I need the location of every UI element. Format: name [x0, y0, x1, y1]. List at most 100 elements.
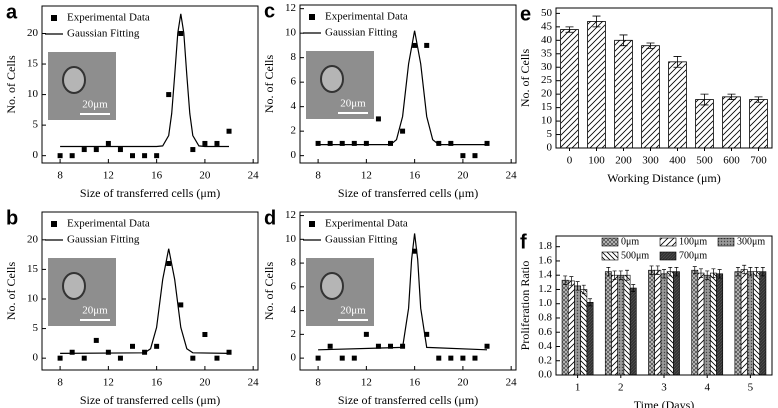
bar — [740, 269, 748, 376]
error-bar — [662, 269, 666, 279]
y-tick-label: 10 — [285, 233, 297, 245]
y-tick-label: 4 — [291, 100, 297, 112]
fit-line — [60, 248, 230, 354]
data-point — [226, 128, 232, 134]
fit-line — [318, 30, 487, 146]
x-tick-label: 0 — [567, 155, 573, 167]
bar — [560, 29, 579, 149]
data-point — [69, 153, 75, 159]
error-bar — [612, 270, 617, 280]
y-tick-label: 15 — [541, 101, 553, 113]
y-tick-label: 0 — [291, 352, 297, 364]
x-tick-label: 100 — [588, 155, 605, 167]
y-tick-label: 20 — [541, 88, 553, 100]
y-tick-label: 4 — [291, 304, 297, 316]
bar — [703, 274, 711, 376]
plot-frame — [299, 211, 517, 371]
panel: f Time (Days) Proliferation Ratio 0.0 0.2 0.4… — [518, 231, 773, 408]
bar — [623, 274, 631, 376]
legend-swatch — [659, 251, 677, 261]
data-point — [412, 248, 418, 254]
legend-label: Gaussian Fitting — [325, 27, 398, 39]
error-bar — [674, 267, 679, 277]
legend-label: Experimental Data — [67, 12, 150, 24]
bar — [629, 287, 637, 376]
x-tick-label: 12 — [361, 170, 372, 182]
y-tick-label: 0.4 — [538, 340, 552, 352]
bar — [611, 274, 618, 376]
y-axis-title: No. of Cells — [4, 262, 18, 321]
error-bar — [588, 298, 593, 307]
x-tick-label: 24 — [506, 170, 518, 182]
y-tick-label: 25 — [541, 74, 553, 86]
error-bar — [565, 26, 574, 33]
data-point — [142, 153, 148, 159]
x-tick-label: 16 — [409, 170, 421, 182]
bar — [666, 271, 674, 376]
legend-label: Gaussian Fitting — [67, 234, 140, 246]
data-point — [375, 116, 381, 122]
data-point — [178, 302, 184, 308]
error-bar — [631, 284, 636, 292]
error-bar — [698, 268, 703, 278]
data-point — [69, 349, 75, 355]
y-tick-label: 1.8 — [538, 240, 552, 252]
data-point — [202, 140, 208, 146]
data-point — [81, 355, 87, 361]
legend-label: Gaussian Fitting — [325, 234, 398, 246]
error-bar — [668, 267, 673, 277]
error-bar — [748, 267, 753, 277]
cell — [320, 272, 344, 300]
legend-label: Experimental Data — [67, 218, 150, 230]
data-point — [315, 140, 321, 146]
legend-label: Experimental Data — [325, 11, 408, 23]
data-point — [117, 355, 123, 361]
bar — [586, 301, 594, 376]
y-axis-title: No. of Cells — [262, 262, 276, 321]
y-tick-label: 0.2 — [538, 354, 552, 366]
data-point — [339, 140, 345, 146]
panel-label: b — [6, 207, 18, 229]
legend-label: Gaussian Fitting — [67, 28, 140, 40]
y-tick-label: 10 — [27, 293, 39, 305]
data-point — [448, 140, 454, 146]
y-tick-label: 8 — [291, 257, 297, 269]
error-bar — [705, 270, 710, 280]
error-bar — [563, 275, 568, 285]
x-axis-title: Time (Days) — [634, 398, 695, 408]
y-tick-label: 0 — [547, 142, 553, 154]
y-axis-title: No. of Cells — [4, 55, 18, 114]
x-tick-label: 16 — [409, 377, 421, 389]
panel: c Size of transferred cells (μm) No. of Ce… — [262, 0, 517, 199]
data-point — [363, 140, 369, 146]
panel-label: f — [520, 231, 527, 253]
data-point — [57, 153, 63, 159]
data-point — [363, 331, 369, 337]
bar — [716, 273, 724, 376]
panel: a Size of transferred cells (μm) No. of Ce… — [4, 1, 259, 199]
error-bar — [649, 265, 654, 275]
data-point — [436, 140, 442, 146]
y-tick-label: 10 — [541, 115, 553, 127]
x-tick-label: 24 — [506, 377, 518, 389]
cell — [62, 272, 86, 300]
data-point — [388, 140, 394, 146]
data-point — [154, 343, 160, 349]
plot-frame — [41, 5, 259, 164]
x-axis-title: Working Distance (μm) — [607, 171, 720, 185]
y-tick-label: 0.8 — [538, 312, 552, 324]
y-tick-label: 20 — [27, 27, 39, 39]
y-tick-label: 50 — [541, 7, 553, 19]
y-tick-label: 6 — [291, 280, 297, 292]
error-bar — [625, 269, 630, 281]
data-point — [154, 153, 160, 159]
y-tick-label: 20 — [27, 233, 39, 245]
data-point — [315, 355, 321, 361]
y-tick-label: 10 — [27, 88, 39, 100]
error-bar — [760, 267, 765, 277]
x-tick-label: 20 — [199, 170, 211, 182]
data-point — [130, 343, 136, 349]
bar — [668, 61, 687, 149]
data-point — [424, 42, 430, 48]
x-tick-label: 24 — [248, 170, 260, 182]
